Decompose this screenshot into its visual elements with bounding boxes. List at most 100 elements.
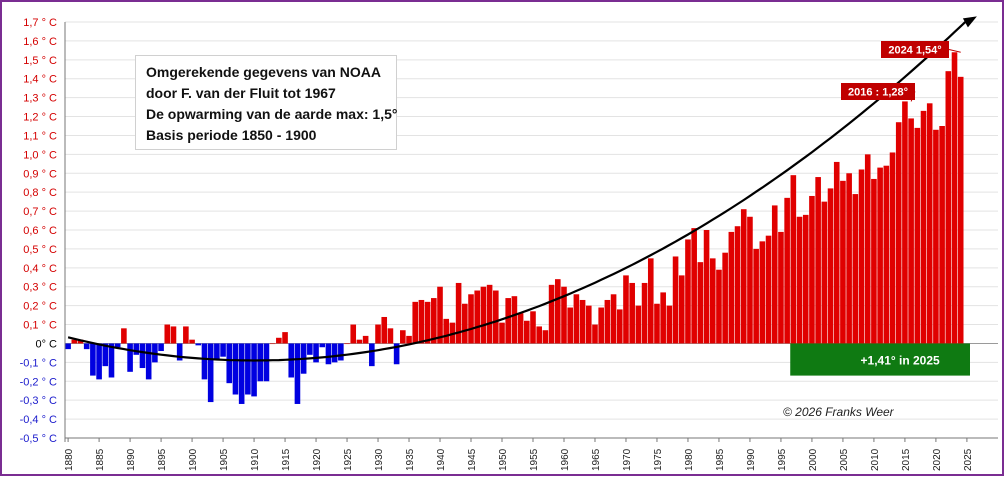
bar-1981 — [691, 228, 697, 344]
bar-1920 — [313, 343, 319, 363]
bar-1934 — [400, 330, 406, 344]
y-tick-label: -0,2 ° C — [20, 376, 57, 388]
callout_2016-label: 2016 : 1,28° — [848, 87, 908, 99]
x-tick-label: 1940 — [436, 448, 447, 471]
y-tick-label: 0,8 ° C — [23, 187, 57, 199]
trend-curve — [67, 19, 968, 362]
x-tick-label: 1955 — [529, 448, 540, 471]
bar-2006 — [846, 173, 852, 344]
bar-2023 — [951, 52, 958, 344]
x-tick-label: 2025 — [963, 448, 974, 471]
bar-1978 — [672, 256, 679, 344]
bar-2003 — [827, 188, 834, 344]
y-tick-label: 1,4 ° C — [23, 74, 57, 86]
bar-1983 — [703, 230, 710, 344]
bar-1881 — [71, 339, 78, 344]
bar-1913 — [269, 343, 276, 345]
bar-1940 — [437, 286, 443, 344]
x-tick-label: 2020 — [932, 448, 943, 471]
bar-1931 — [381, 316, 388, 344]
info-line-max: De opwarming van de aarde max: 1,5° — [146, 106, 398, 122]
bar-1991 — [753, 248, 759, 344]
bar-1892 — [139, 343, 146, 369]
bar-2017 — [914, 127, 921, 344]
bar-1890 — [127, 343, 133, 372]
bar-1904 — [214, 343, 220, 359]
x-tick-label: 1995 — [777, 448, 788, 471]
bar-1899 — [183, 326, 189, 344]
bar-2015 — [902, 101, 908, 344]
bar-2013 — [889, 152, 896, 344]
bar-1986 — [722, 252, 728, 344]
info-box: Omgerekende gegevens van NOAA door F. va… — [135, 55, 397, 150]
y-tick-label: 1,7 ° C — [23, 17, 57, 29]
bar-2009 — [864, 154, 871, 344]
bar-1885 — [96, 343, 102, 380]
bar-1897 — [170, 326, 177, 344]
bar-1956 — [536, 326, 542, 344]
bar-1994 — [771, 205, 778, 344]
bar-2022 — [945, 71, 952, 344]
bar-1996 — [784, 197, 790, 344]
y-tick-label: 0,2 ° C — [23, 301, 57, 313]
x-tick-label: 1890 — [126, 448, 137, 471]
bar-1887 — [108, 343, 115, 378]
bar-1973 — [641, 282, 648, 344]
bar-1951 — [505, 298, 512, 344]
bars-group — [65, 52, 964, 404]
info-line-author: door F. van der Fluit tot 1967 — [146, 85, 336, 101]
bar-2002 — [821, 201, 828, 344]
bar-1977 — [666, 305, 673, 344]
bar-1943 — [455, 282, 462, 344]
bar-1946 — [474, 290, 481, 344]
bar-1880 — [65, 343, 71, 350]
bar-1948 — [486, 284, 493, 344]
bar-1963 — [579, 299, 586, 344]
bar-1933 — [393, 343, 400, 365]
bar-1923 — [331, 343, 338, 363]
x-tick-label: 1990 — [746, 448, 757, 471]
x-tick-label: 1985 — [715, 448, 726, 471]
bar-1964 — [585, 305, 592, 344]
x-tick-label: 1950 — [498, 448, 509, 471]
bar-1984 — [709, 258, 716, 344]
bar-1967 — [604, 299, 611, 344]
x-tick-label: 1885 — [95, 448, 106, 471]
x-tick-label: 1970 — [622, 448, 633, 471]
x-tick-label: 1925 — [343, 448, 354, 471]
bar-1901 — [195, 343, 202, 346]
bar-1999 — [802, 214, 809, 344]
bar-1882 — [77, 339, 84, 344]
bar-1959 — [554, 279, 561, 344]
bar-1992 — [759, 241, 766, 344]
copyright-text: © 2026 Franks Weer — [783, 405, 894, 419]
bar-1896 — [164, 324, 171, 344]
x-tick-label: 1980 — [684, 448, 695, 471]
bar-2010 — [871, 178, 877, 344]
y-tick-label: -0,3 ° C — [20, 395, 57, 407]
bar-1891 — [133, 343, 140, 355]
y-tick-label: 1,0 ° C — [23, 149, 57, 161]
bar-1980 — [685, 239, 691, 344]
y-axis: 1,7 ° C 1,6 ° C 1,5 ° C 1,4 ° C 1,3 ° C 1,2 °… — [20, 17, 66, 445]
bar-1929 — [369, 343, 375, 367]
x-tick-label: 1960 — [560, 448, 571, 471]
x-tick-label: 2010 — [870, 448, 881, 471]
bar-1962 — [573, 294, 580, 344]
x-tick-label: 2015 — [901, 448, 912, 471]
bar-1979 — [678, 275, 685, 344]
bar-1902 — [201, 343, 208, 380]
bar-1972 — [635, 305, 642, 344]
y-tick-label: 0° C — [35, 338, 57, 350]
bar-1883 — [83, 343, 90, 350]
bar-1975 — [654, 303, 660, 344]
bar-1932 — [387, 328, 394, 344]
x-axis: 1880 1885 1890 1895 1900 1905 1910 1915 1920 1925… — [64, 437, 998, 471]
bar-1925 — [344, 343, 350, 345]
bar-1941 — [443, 318, 450, 344]
bar-1924 — [338, 343, 344, 361]
bar-1921 — [319, 343, 326, 348]
bar-1906 — [226, 343, 233, 384]
